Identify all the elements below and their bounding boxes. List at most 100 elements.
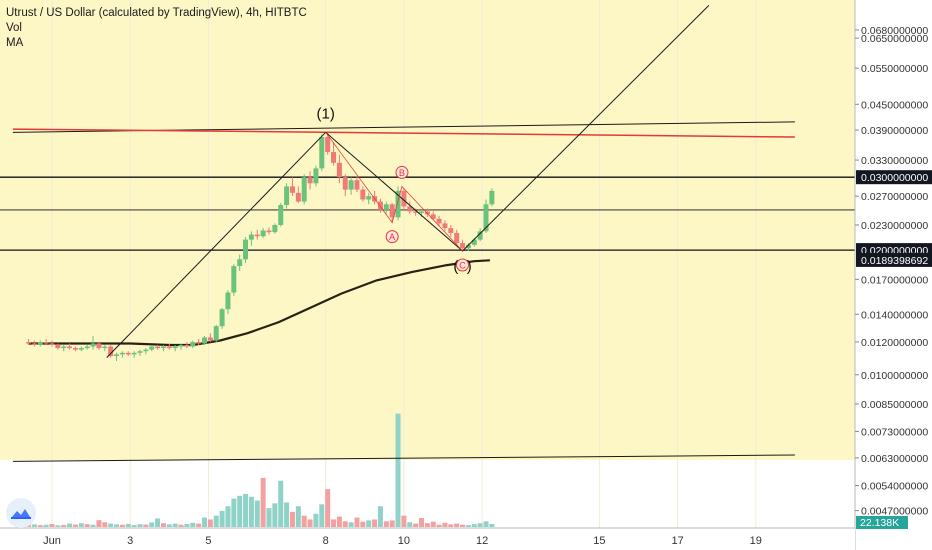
candle-body: [424, 211, 430, 215]
price-tick-label: 0.0063000000: [861, 453, 928, 465]
volume-bar: [360, 521, 366, 527]
volume-bar: [319, 504, 325, 527]
volume-bar: [278, 480, 284, 527]
candle-body: [108, 346, 114, 357]
volume-bar: [460, 524, 466, 527]
volume-bar: [354, 517, 360, 527]
volume-bar: [72, 524, 78, 527]
wave-circle-marker: [395, 165, 409, 179]
candle-body: [96, 343, 102, 349]
candle-body: [301, 177, 307, 202]
candle-body: [178, 345, 184, 347]
volume-bar: [307, 519, 313, 527]
candle-body: [72, 348, 78, 350]
candle-body: [84, 346, 90, 349]
volume-bar: [143, 524, 149, 527]
chart-legend: Utrust / US Dollar (calculated by Tradin…: [6, 6, 307, 51]
candle-body: [78, 348, 84, 350]
volume-bar: [137, 524, 143, 527]
volume-bar: [266, 508, 272, 527]
price-tick-label: 0.0073000000: [861, 426, 928, 438]
volume-bar: [172, 523, 178, 527]
candle-body: [37, 341, 43, 346]
volume-bar: [55, 525, 61, 527]
volume-bar: [207, 519, 213, 527]
price-tick-label: 0.0230000000: [861, 220, 928, 232]
volume-bar: [389, 520, 395, 527]
volume-bar: [295, 506, 301, 527]
candle-body: [207, 337, 213, 341]
candle-body: [143, 349, 149, 352]
candle-body: [196, 341, 202, 344]
candle-body: [278, 205, 284, 225]
volume-bar: [313, 513, 319, 527]
candle-body: [471, 239, 477, 245]
volume-bar: [231, 498, 237, 527]
volume-badge-label: 22.138K: [860, 517, 899, 529]
time-axis-panel: [0, 529, 855, 550]
candle-body: [489, 190, 495, 205]
price-tick-label: 0.0170000000: [861, 274, 928, 286]
candle-body: [149, 346, 155, 350]
candle-body: [49, 343, 55, 346]
candle-body: [31, 343, 37, 346]
candle-body: [336, 162, 342, 178]
candle-body: [295, 192, 301, 202]
candle-body: [184, 345, 190, 347]
time-tick-label: Jun: [43, 535, 61, 547]
candle-body: [319, 137, 325, 169]
candle-body: [272, 224, 278, 233]
volume-bar: [160, 523, 166, 527]
volume-bar: [301, 515, 307, 527]
volume-bar: [213, 515, 219, 527]
candle-body: [366, 196, 372, 200]
candle-body: [483, 204, 489, 232]
trend-line: [462, 4, 710, 252]
volume-bar: [383, 521, 389, 527]
moving-average-line: [28, 259, 490, 347]
volume-bar: [114, 524, 120, 527]
volume-bar: [424, 523, 430, 527]
volume-bar: [254, 500, 260, 527]
volume-bar: [125, 523, 131, 527]
candle-body: [266, 230, 272, 233]
candle-body: [430, 214, 436, 219]
volume-bar: [272, 503, 278, 527]
volume-bar: [49, 523, 55, 527]
legend-moving-average[interactable]: MA: [6, 37, 24, 49]
candle-body: [90, 343, 96, 347]
price-tick-label: 0.0450000000: [861, 99, 928, 111]
candle-body: [325, 137, 331, 153]
candle-body: [166, 346, 172, 349]
tradingview-logo-icon[interactable]: [6, 498, 36, 528]
candle-body: [389, 204, 395, 218]
volume-bar: [31, 524, 37, 527]
legend-volume[interactable]: Vol: [6, 22, 22, 34]
volume-bar: [489, 523, 495, 527]
candle-body: [313, 168, 319, 184]
plot-background: [0, 0, 855, 460]
volume-bar: [237, 495, 243, 527]
volume-bar: [483, 521, 489, 527]
price-tick-label: 0.0120000000: [861, 337, 928, 349]
candle-body: [436, 218, 442, 224]
time-tick-label: 5: [205, 535, 211, 547]
volume-bar: [96, 520, 102, 527]
price-tick-label: 0.0550000000: [861, 63, 928, 75]
candle-body: [289, 186, 295, 193]
volume-bar: [395, 413, 401, 527]
volume-bar: [331, 519, 337, 527]
candle-body: [395, 190, 401, 218]
legend-symbol-title[interactable]: Utrust / US Dollar (calculated by Tradin…: [6, 7, 307, 19]
volume-bar: [84, 524, 90, 527]
candle-body: [477, 231, 483, 240]
volume-bar: [102, 522, 108, 527]
wave-circle-label: A: [389, 232, 395, 242]
candle-body: [260, 230, 266, 237]
candle-body: [213, 326, 219, 341]
candle-body: [243, 239, 249, 260]
candle-body: [225, 292, 231, 310]
price-badge: [856, 170, 932, 185]
